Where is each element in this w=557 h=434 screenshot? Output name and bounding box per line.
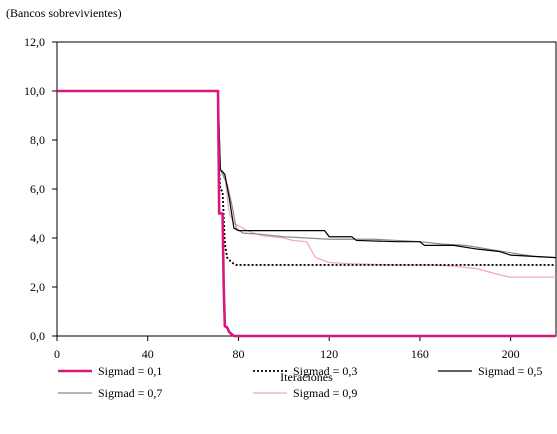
series-line-4 xyxy=(57,90,557,259)
y-tick-label: 4,0 xyxy=(30,231,45,245)
x-tick-label: 120 xyxy=(320,347,338,361)
y-tick-label: 2,0 xyxy=(30,280,45,294)
y-tick-label: 12,0 xyxy=(24,35,45,49)
x-tick-label: 40 xyxy=(142,347,154,361)
series-line-1 xyxy=(57,89,556,338)
x-tick-label: 0 xyxy=(54,347,60,361)
series-line-3 xyxy=(57,90,557,259)
series-line-2 xyxy=(57,90,556,266)
y-tick-label: 8,0 xyxy=(30,133,45,147)
plot-frame xyxy=(56,41,557,337)
legend-label-1: Sigmad = 0,1 xyxy=(98,364,162,378)
x-tick-label: 80 xyxy=(232,347,244,361)
y-tick-label: 10,0 xyxy=(24,84,45,98)
x-tick-label: 200 xyxy=(502,347,520,361)
series-line-5 xyxy=(57,90,556,278)
x-tick-label: 160 xyxy=(411,347,429,361)
y-unit-label: (Bancos sobrevivientes) xyxy=(6,6,122,20)
legend-label-3: Sigmad = 0,5 xyxy=(478,364,542,378)
y-tick-label: 0,0 xyxy=(30,329,45,343)
legend-label-5: Sigmad = 0,9 xyxy=(293,386,357,400)
legend-label-4: Sigmad = 0,7 xyxy=(98,386,162,400)
x-axis-title: Iteraciones xyxy=(280,370,333,384)
legend-label-2: Sigmad = 0,3 xyxy=(293,364,357,378)
y-tick-label: 6,0 xyxy=(30,182,45,196)
